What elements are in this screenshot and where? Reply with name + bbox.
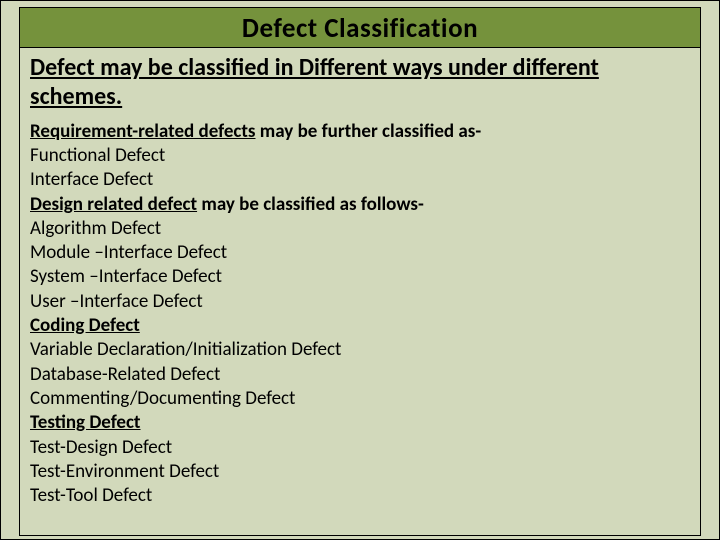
- variable-declaration-defect: Variable Declaration/Initialization Defe…: [30, 338, 690, 362]
- req-related-label: Requirement-related defects: [30, 120, 256, 143]
- title-bar: Defect Classification: [19, 7, 701, 48]
- user-interface-defect: User –Interface Defect: [30, 290, 690, 314]
- functional-defect: Functional Defect: [30, 144, 690, 168]
- test-tool-defect: Test-Tool Defect: [30, 484, 690, 508]
- content-box: Defect may be classified in Different wa…: [19, 48, 701, 536]
- algorithm-defect: Algorithm Defect: [30, 217, 690, 241]
- interface-defect: Interface Defect: [30, 168, 690, 192]
- test-design-defect: Test-Design Defect: [30, 436, 690, 460]
- design-related-suffix: may be classified as follows-: [197, 193, 424, 216]
- requirement-related-heading: Requirement-related defects may be furth…: [30, 120, 690, 144]
- system-interface-defect: System –Interface Defect: [30, 265, 690, 289]
- test-environment-defect: Test-Environment Defect: [30, 460, 690, 484]
- req-related-suffix: may be further classified as-: [256, 120, 482, 143]
- design-related-label: Design related defect: [30, 193, 197, 216]
- intro-text: Defect may be classified in Different wa…: [30, 54, 690, 112]
- database-related-defect: Database-Related Defect: [30, 363, 690, 387]
- design-related-heading: Design related defect may be classified …: [30, 193, 690, 217]
- slide-title: Defect Classification: [20, 12, 700, 45]
- module-interface-defect: Module –Interface Defect: [30, 241, 690, 265]
- testing-defect-heading: Testing Defect: [30, 411, 690, 435]
- commenting-documenting-defect: Commenting/Documenting Defect: [30, 387, 690, 411]
- coding-defect-heading: Coding Defect: [30, 314, 690, 338]
